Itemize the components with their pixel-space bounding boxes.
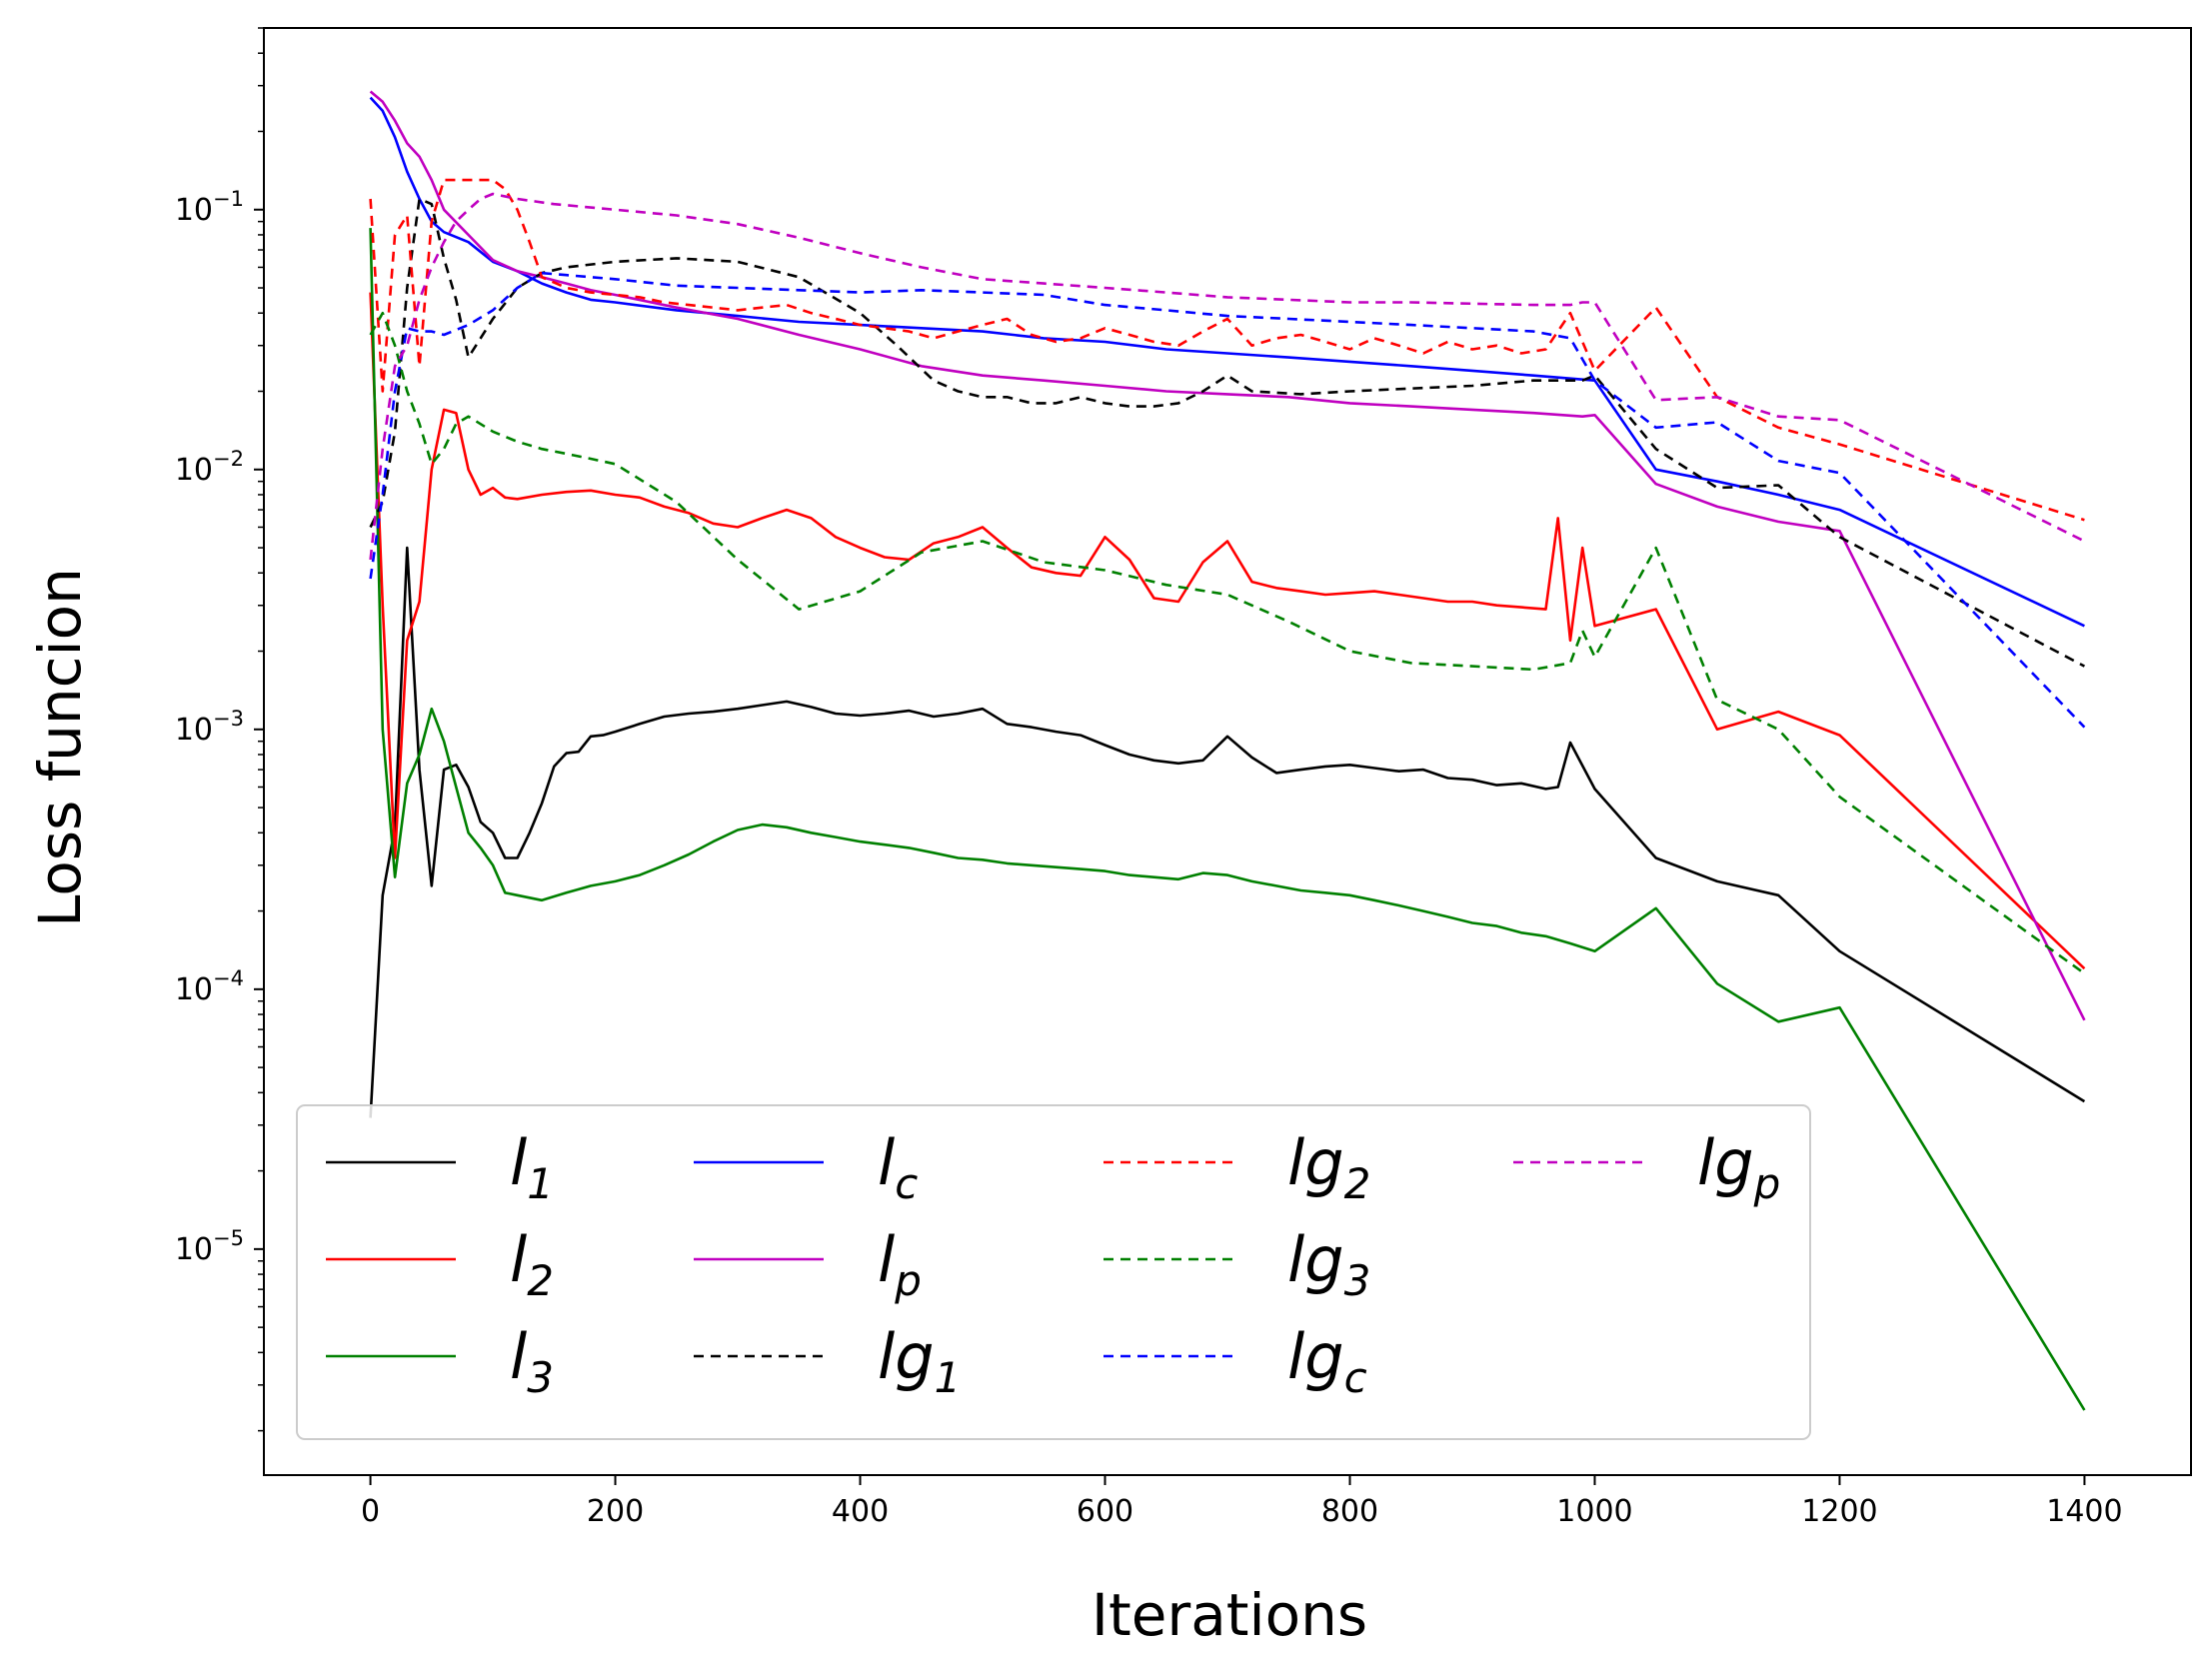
series-line-l2 (369, 292, 2086, 970)
x-tick-label: 1000 (1556, 1494, 1632, 1529)
x-tick-label: 0 (361, 1494, 380, 1529)
series-line-lp (369, 90, 2086, 1021)
series-line-lg3 (369, 311, 2086, 975)
legend: l1 l2 l3 lc lp lg1 lg2 lg3 lgc lgp (296, 1104, 1811, 1440)
legend-label-l3: l3 (510, 1320, 554, 1402)
x-tick-label: 800 (1321, 1494, 1378, 1529)
plot-frame (263, 27, 2192, 1476)
y-axis-label: Loss funcion (26, 568, 94, 927)
legend-label-l2: l2 (510, 1223, 554, 1305)
axes: 0 200 400 600 800 1000 1200 1400 10−1 10−2 10−3 10−… (175, 27, 2192, 1529)
plot-area (369, 90, 2086, 1411)
y-tick-label: 10−5 (175, 1226, 244, 1267)
series-line-lc (369, 96, 2085, 628)
legend-label-l1: l1 (510, 1126, 554, 1208)
legend-label-lg2: lg2 (1287, 1126, 1370, 1208)
series-line-l3 (369, 228, 2086, 1411)
legend-label-lg3: lg3 (1287, 1223, 1370, 1305)
y-tick-label: 10−1 (175, 187, 244, 228)
legend-box (296, 1104, 1811, 1440)
x-tick-label: 400 (832, 1494, 889, 1529)
legend-label-lp: lp (878, 1223, 922, 1305)
series-line-lgp (369, 192, 2085, 561)
legend-label-lc: lc (878, 1126, 918, 1208)
y-tick-label: 10−3 (175, 707, 244, 748)
x-tick-label: 600 (1077, 1494, 1133, 1529)
y-tick-label: 10−4 (175, 966, 244, 1007)
x-tick-label: 1200 (1801, 1494, 1877, 1529)
legend-label-lg1: lg1 (878, 1320, 961, 1402)
series-line-lgc (369, 271, 2086, 729)
series-line-lg2 (369, 178, 2085, 522)
legend-label-lgc: lgc (1287, 1320, 1367, 1402)
series-line-lg1 (369, 197, 2086, 668)
series-line-l1 (369, 546, 2086, 1118)
x-tick-label: 200 (587, 1494, 644, 1529)
legend-label-lgp: lgp (1697, 1126, 1780, 1208)
y-tick-label: 10−2 (175, 447, 244, 488)
x-tick-label: 1400 (2046, 1494, 2122, 1529)
x-axis-label: Iterations (1092, 1581, 1367, 1649)
